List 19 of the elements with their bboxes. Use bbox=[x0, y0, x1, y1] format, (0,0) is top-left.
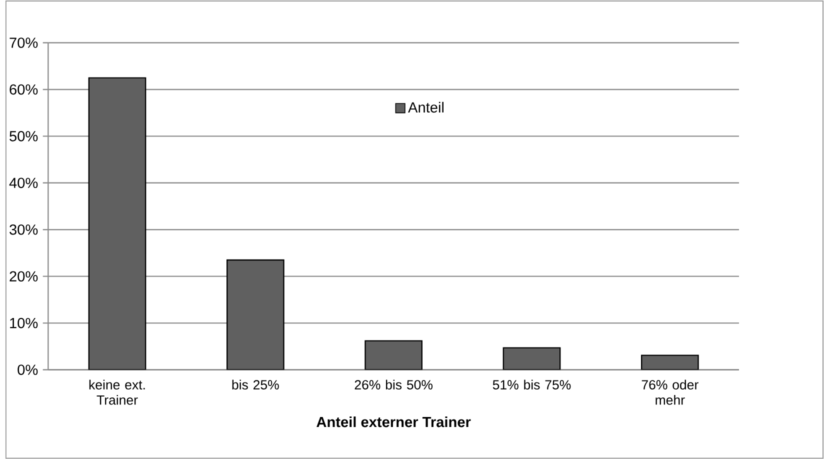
x-tick-label: 26% bis 50% bbox=[354, 380, 433, 390]
bar bbox=[88, 77, 146, 370]
x-tick-label: 51% bis 75% bbox=[492, 380, 571, 390]
x-axis-title: Anteil externer Trainer bbox=[316, 416, 471, 428]
x-tick-label: keine ext. Trainer bbox=[89, 380, 145, 405]
y-tick-label: 60% bbox=[10, 84, 38, 95]
y-tick-label: 40% bbox=[9, 178, 38, 188]
y-tick-label: 0% bbox=[18, 364, 38, 375]
y-tick-label: 10% bbox=[10, 318, 38, 328]
x-tick-label: bis 25% bbox=[232, 380, 279, 390]
legend-label: Anteil bbox=[408, 102, 444, 112]
x-tick-label: 76% oder mehr bbox=[642, 380, 698, 405]
y-tick-label: 30% bbox=[10, 224, 38, 235]
y-tick-label: 50% bbox=[10, 130, 38, 142]
bar bbox=[226, 259, 284, 370]
bar bbox=[502, 347, 561, 370]
bar bbox=[364, 340, 423, 370]
y-tick-label: 20% bbox=[10, 271, 38, 282]
y-tick-label: 70% bbox=[10, 37, 38, 48]
